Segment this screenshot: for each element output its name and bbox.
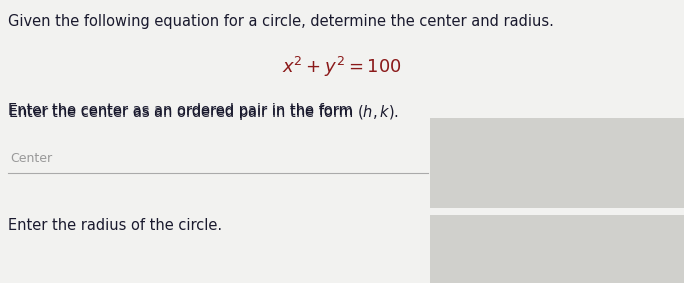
Text: Enter the radius of the circle.: Enter the radius of the circle. [8,218,222,233]
Text: Given the following equation for a circle, determine the center and radius.: Given the following equation for a circl… [8,14,554,29]
Text: Center: Center [10,152,52,165]
Text: Enter the center as an ordered pair in the form $(h, k).$: Enter the center as an ordered pair in t… [8,103,399,122]
Text: $x^2 + y^2 = 100$: $x^2 + y^2 = 100$ [282,55,402,79]
FancyBboxPatch shape [430,118,684,208]
Text: Enter the center as an ordered pair in the form: Enter the center as an ordered pair in t… [8,103,357,118]
FancyBboxPatch shape [430,215,684,283]
